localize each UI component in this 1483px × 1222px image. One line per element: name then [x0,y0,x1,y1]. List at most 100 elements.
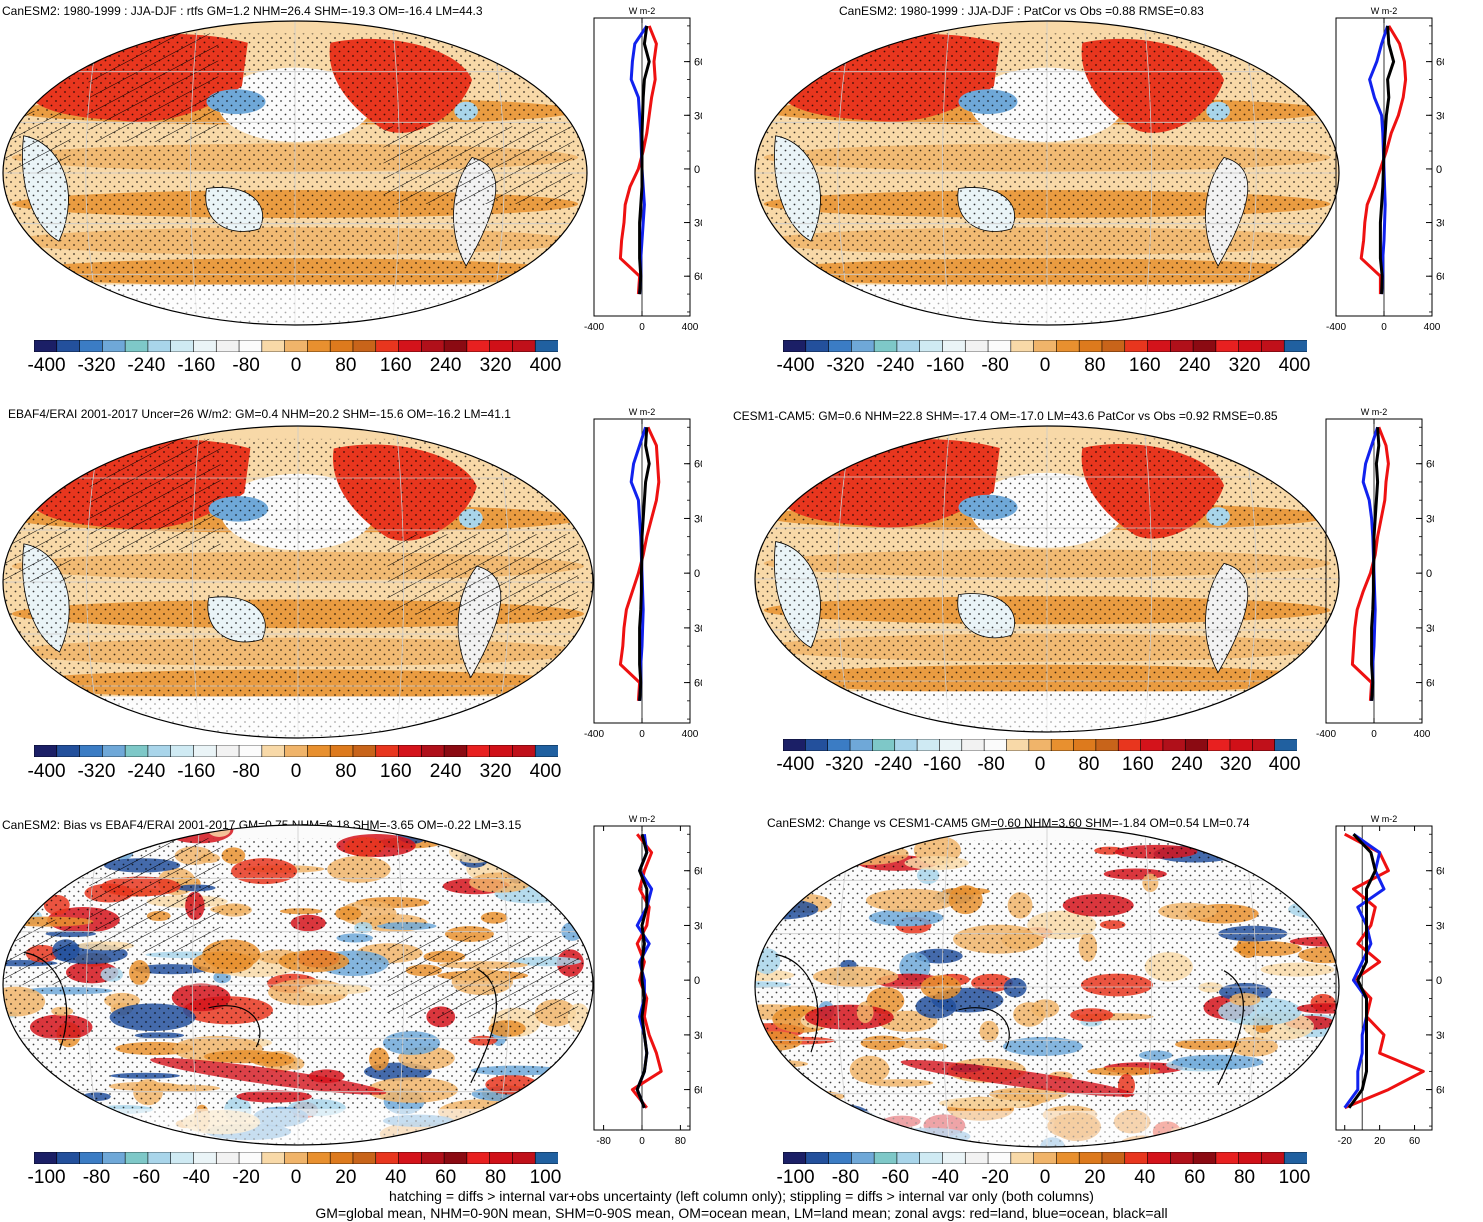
field-blob [1198,1134,1275,1145]
colorbar-tick-label: -80 [977,754,1005,775]
colorbar-swatch [1162,739,1187,751]
colorbar-tick-label: -240 [874,754,913,775]
zonal-ytick-label: 30S [694,1030,702,1042]
colorbar-tick-label: -100 [776,1167,815,1188]
panel-title: CanESM2: 1980-1999 : JJA-DJF : rtfs GM=1… [2,4,483,18]
colorbar [783,739,1297,751]
colorbar-swatch [1056,340,1080,352]
colorbar-swatch [1006,739,1030,751]
colorbar-swatch [873,340,898,352]
colorbar-swatch [79,340,104,352]
colorbar-swatch [215,1152,240,1164]
colorbar-tick-label: -80 [232,355,260,376]
colorbar-swatch [1184,739,1209,751]
zonal-unit-label: W m-2 [1371,6,1398,16]
zonal-xtick-label: 400 [682,729,699,740]
colorbar-swatch [375,1152,400,1164]
colorbar-swatch [147,745,172,757]
graticule [3,426,593,738]
zonal-series-all [638,25,651,295]
colorbar-tick-label: 40 [385,1167,407,1188]
colorbar-tick-label: -400 [27,761,66,782]
colorbar-swatch [1283,340,1307,352]
field-blob [58,825,89,837]
colorbar-swatch [147,340,172,352]
zonal-average-plot: W m-2 60N 30N 0 30S 60S -400 0 400 [584,407,702,740]
panel-2: CanESM2: 1980-1999 : JJA-DJF : PatCor vs… [741,0,1483,395]
zonal-unit-label: W m-2 [629,814,656,824]
colorbar-swatch [443,340,468,352]
colorbar-labels: -400 -320 -240 -160 -80 0 80 160 240 320 400 [776,754,1300,776]
map-field [3,825,593,1145]
zonal-ytick-label: 30N [694,513,702,525]
colorbar-tick-label: -400 [27,355,66,376]
colorbar-swatch [238,1152,263,1164]
colorbar-swatch [1101,1152,1126,1164]
field-blob [542,842,564,862]
colorbar-swatch [1170,340,1194,352]
colorbar-tick-label: 20 [335,1167,357,1188]
colorbar-swatch [1207,739,1231,751]
colorbar-swatch [942,340,967,352]
colorbar-tick-label: -160 [177,355,216,376]
colorbar-swatch [916,739,941,751]
panel-3: EBAF4/ERAI 2001-2017 Uncer=26 W/m2: GM=0… [0,403,741,798]
colorbar-swatch [1147,340,1172,352]
field-blob [755,1105,824,1116]
zonal-average-plot: W m-2 60N 30N 0 30S 60S -400 0 400 [1326,6,1444,333]
zonal-average-plot: W m-2 60N 30N 0 30S 60S -80 0 80 [593,814,702,1147]
colorbar-tick-label: 240 [1178,355,1211,376]
colorbar-swatch [1238,340,1263,352]
colorbar-swatch [56,1152,81,1164]
field-blob [755,915,783,924]
colorbar-swatch [443,745,468,757]
field-antarctica [3,702,593,738]
colorbar-swatch [987,340,1012,352]
colorbar-labels: -400 -320 -240 -160 -80 0 80 160 240 320 400 [28,355,562,377]
zonal-series-all [638,427,651,701]
colorbar-tick-label: 240 [429,355,462,376]
colorbar-tick-label: 60 [435,1167,457,1188]
zonal-unit-label: W m-2 [629,407,656,417]
field-blob [1262,1124,1306,1135]
colorbar-swatch [443,1152,468,1164]
colorbar-swatch [352,340,377,352]
colorbar-swatch [805,1152,830,1164]
colorbar-swatch [398,745,423,757]
colorbar-tick-label: 160 [379,355,412,376]
colorbar-tick-label: -320 [77,355,116,376]
field-blob [1258,833,1313,862]
colorbar [783,1152,1307,1164]
colorbar-swatch [466,745,491,757]
colorbar-swatch [307,1152,331,1164]
colorbar-tick-label: -80 [831,1167,860,1188]
zonal-xtick-label: 400 [1414,729,1431,740]
colorbar-tick-label: -320 [825,754,864,775]
zonal-xtick-label: -400 [584,729,604,740]
colorbar-swatch [79,1152,104,1164]
colorbar-tick-label: -160 [923,754,962,775]
hatching [3,438,579,614]
colorbar-swatch [873,1152,898,1164]
zonal-xtick-label: 0 [639,322,645,333]
hatching [3,838,579,1018]
colorbar-swatch [512,745,537,757]
colorbar-swatch [215,340,240,352]
map [754,425,1340,733]
map-outline [754,425,1340,733]
field-blob [10,847,39,859]
zonal-ytick-label: 30N [694,110,702,122]
colorbar-swatch [1147,1152,1172,1164]
map-outline [2,425,594,739]
field-antarctica [3,1108,593,1145]
zonal-ytick-label: 30N [1426,513,1434,525]
colorbar-swatch [102,745,126,757]
graticule [3,21,587,325]
graticule [755,21,1339,325]
zonal-ytick-label: 60S [1426,678,1434,690]
colorbar-tick-label: 400 [529,761,562,782]
colorbar-labels: -400 -320 -240 -160 -80 0 80 160 240 320 400 [28,761,562,783]
caption-line-2: GM=global mean, NHM=0-90N mean, SHM=0-90… [315,1205,1168,1221]
colorbar-tick-label: 240 [1170,754,1203,775]
colorbar-tick-label: 80 [335,355,357,376]
